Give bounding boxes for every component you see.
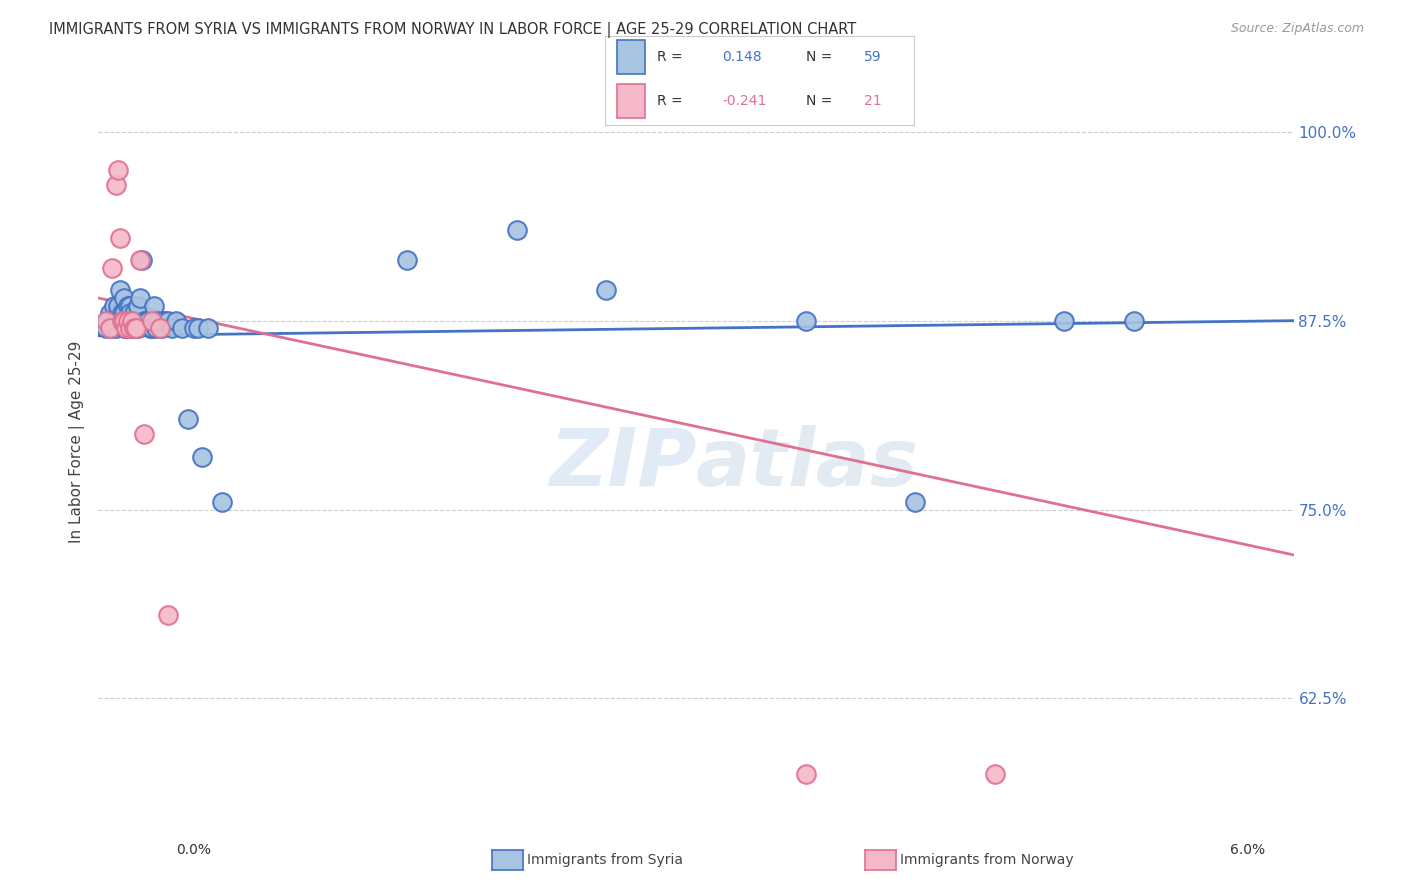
- Point: [125, 321, 148, 335]
- Point: [129, 253, 152, 268]
- Point: [125, 321, 148, 335]
- Text: Immigrants from Norway: Immigrants from Norway: [900, 853, 1073, 867]
- Point: [115, 313, 138, 327]
- Point: [153, 313, 176, 327]
- Text: 59: 59: [865, 50, 882, 64]
- Point: [187, 321, 209, 335]
- Point: [111, 313, 134, 327]
- Point: [96, 313, 118, 327]
- Point: [148, 313, 170, 327]
- Point: [107, 306, 129, 320]
- Point: [157, 608, 180, 623]
- Y-axis label: In Labor Force | Age 25-29: In Labor Force | Age 25-29: [69, 341, 84, 542]
- Point: [794, 313, 817, 327]
- Text: -0.241: -0.241: [723, 94, 766, 108]
- Text: 21: 21: [865, 94, 882, 108]
- Point: [124, 313, 146, 327]
- Text: atlas: atlas: [696, 425, 918, 503]
- Text: 0.0%: 0.0%: [176, 843, 211, 857]
- Point: [121, 321, 143, 335]
- Point: [124, 306, 146, 320]
- FancyBboxPatch shape: [617, 40, 645, 74]
- Point: [157, 313, 180, 327]
- Point: [98, 306, 122, 320]
- Point: [160, 321, 183, 335]
- Point: [117, 321, 139, 335]
- Point: [127, 321, 149, 335]
- Point: [111, 313, 134, 327]
- Point: [1053, 313, 1076, 327]
- Point: [115, 321, 138, 335]
- Text: IMMIGRANTS FROM SYRIA VS IMMIGRANTS FROM NORWAY IN LABOR FORCE | AGE 25-29 CORRE: IMMIGRANTS FROM SYRIA VS IMMIGRANTS FROM…: [49, 22, 856, 38]
- Point: [117, 313, 139, 327]
- Point: [111, 306, 134, 320]
- Point: [117, 313, 139, 327]
- Point: [595, 284, 617, 298]
- Point: [172, 321, 194, 335]
- Point: [794, 767, 817, 781]
- Point: [97, 313, 120, 327]
- Point: [136, 313, 159, 327]
- Point: [135, 313, 157, 327]
- Text: 6.0%: 6.0%: [1230, 843, 1265, 857]
- Point: [103, 313, 125, 327]
- Point: [101, 260, 124, 275]
- Text: N =: N =: [806, 94, 837, 108]
- Point: [149, 321, 172, 335]
- Point: [105, 321, 128, 335]
- Point: [120, 306, 142, 320]
- Point: [98, 321, 122, 335]
- Point: [904, 495, 927, 509]
- Point: [1123, 313, 1146, 327]
- Point: [120, 321, 142, 335]
- Point: [134, 313, 156, 327]
- Point: [101, 321, 124, 335]
- Point: [110, 230, 132, 244]
- Text: R =: R =: [657, 50, 688, 64]
- Point: [110, 284, 132, 298]
- Point: [129, 291, 152, 305]
- Point: [105, 178, 128, 192]
- Point: [211, 495, 233, 509]
- Point: [124, 321, 146, 335]
- Point: [103, 299, 125, 313]
- Point: [141, 313, 163, 327]
- Point: [145, 321, 167, 335]
- Point: [112, 313, 135, 327]
- Point: [107, 299, 129, 313]
- Point: [139, 321, 162, 335]
- Text: ZIP: ZIP: [548, 425, 696, 503]
- Point: [112, 291, 135, 305]
- Text: Immigrants from Syria: Immigrants from Syria: [527, 853, 683, 867]
- Point: [131, 253, 153, 268]
- Point: [506, 223, 529, 237]
- Point: [143, 299, 166, 313]
- Point: [125, 313, 148, 327]
- Text: N =: N =: [806, 50, 837, 64]
- Point: [127, 299, 149, 313]
- Text: 0.148: 0.148: [723, 50, 762, 64]
- Point: [121, 313, 143, 327]
- Point: [191, 450, 214, 464]
- Text: R =: R =: [657, 94, 688, 108]
- Point: [121, 321, 143, 335]
- Point: [112, 306, 135, 320]
- Point: [96, 321, 118, 335]
- FancyBboxPatch shape: [617, 84, 645, 118]
- Point: [107, 162, 129, 177]
- Point: [165, 313, 187, 327]
- Point: [115, 321, 138, 335]
- Point: [112, 321, 135, 335]
- Point: [134, 427, 156, 442]
- Point: [150, 321, 173, 335]
- Point: [117, 299, 139, 313]
- Point: [141, 321, 163, 335]
- Point: [120, 299, 142, 313]
- Point: [984, 767, 1007, 781]
- Point: [177, 412, 200, 426]
- Text: Source: ZipAtlas.com: Source: ZipAtlas.com: [1230, 22, 1364, 36]
- Point: [183, 321, 205, 335]
- Point: [396, 253, 419, 268]
- Point: [197, 321, 219, 335]
